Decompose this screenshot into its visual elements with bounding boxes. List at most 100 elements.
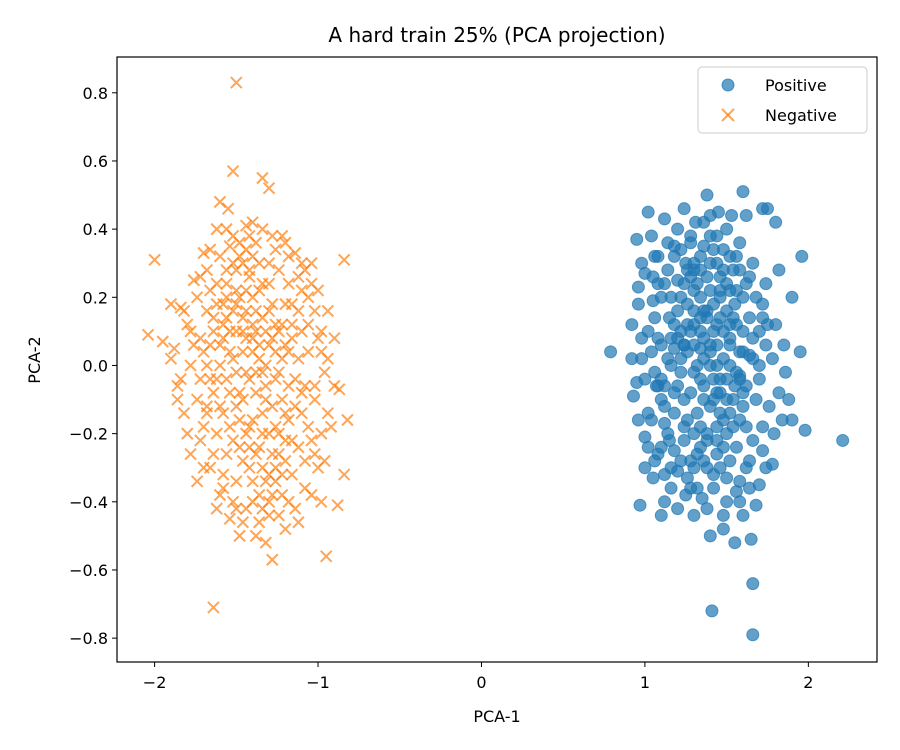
point-negative [288,246,302,260]
series-negative [141,76,354,614]
point-negative [285,468,299,481]
point-negative [217,297,230,311]
point-negative [230,263,243,277]
point-positive [661,263,675,277]
point-negative [252,284,266,297]
point-positive [744,532,758,546]
point-negative [203,243,217,256]
point-negative [308,379,321,393]
point-positive [756,297,770,311]
point-positive [687,338,701,352]
point-negative [174,372,187,386]
point-negative [233,291,246,304]
point-negative [246,250,259,263]
point-positive [667,444,681,458]
point-positive [638,372,652,386]
point-positive [746,628,760,642]
point-positive [654,338,668,352]
point-negative [249,366,263,379]
point-negative [210,372,223,386]
series-positive [604,185,850,642]
y-tick-label: 0.6 [83,152,108,171]
point-negative [207,325,220,338]
point-negative [282,345,295,359]
point-positive [693,324,707,338]
point-negative [308,393,321,406]
point-negative [279,236,292,249]
point-negative [295,325,308,338]
point-positive [726,420,740,434]
point-positive [733,474,747,488]
point-negative [194,434,207,447]
point-positive [687,263,701,277]
point-positive [693,249,707,263]
y-tick-label: −0.2 [69,425,108,444]
point-negative [279,406,292,420]
point-negative [318,454,331,468]
point-positive [644,413,658,427]
point-negative [266,488,279,502]
point-positive [687,365,701,379]
point-negative [181,318,194,331]
point-positive [746,577,760,591]
point-positive [667,406,681,420]
point-positive [671,222,685,236]
point-positive [674,243,688,257]
point-negative [308,447,321,461]
point-positive [716,263,730,277]
point-positive [769,215,783,229]
point-negative [221,202,235,215]
point-positive [746,352,760,366]
point-positive [693,290,707,304]
point-positive [743,270,757,284]
point-negative [197,461,210,474]
point-negative [181,427,194,440]
point-positive [733,495,747,509]
point-negative [184,325,197,338]
point-positive [638,461,652,475]
point-negative [239,427,253,440]
point-negative [190,291,204,304]
point-negative [256,406,269,420]
point-negative [282,495,295,509]
point-positive [687,461,701,475]
point-positive [646,471,660,485]
point-positive [746,256,760,270]
point-positive [641,205,655,219]
point-positive [661,427,675,441]
point-negative [230,284,243,297]
point-negative [249,529,263,543]
point-negative [226,495,240,509]
point-positive [743,481,757,495]
point-positive [705,604,719,618]
point-positive [677,393,691,407]
point-positive [658,212,672,226]
point-positive [736,399,750,413]
point-negative [295,257,308,270]
point-negative [171,379,184,393]
point-negative [298,379,312,393]
point-negative [243,270,256,284]
point-positive [785,290,799,304]
point-positive [654,440,668,454]
point-negative [239,331,253,345]
point-negative [226,434,240,447]
point-positive [700,270,714,284]
point-positive [710,229,724,243]
point-positive [648,311,662,325]
point-negative [207,601,220,614]
point-positive [703,345,717,359]
point-positive [793,345,807,359]
point-negative [249,325,263,338]
point-negative [246,318,259,331]
point-positive [756,420,770,434]
point-negative [190,475,204,488]
point-negative [259,359,272,372]
x-tick-label: −1 [306,673,330,692]
point-positive [836,433,850,447]
chart-title: A hard train 25% (PCA projection) [328,23,665,47]
point-negative [275,393,289,406]
point-positive [762,399,776,413]
point-positive [654,508,668,522]
point-positive [664,481,678,495]
